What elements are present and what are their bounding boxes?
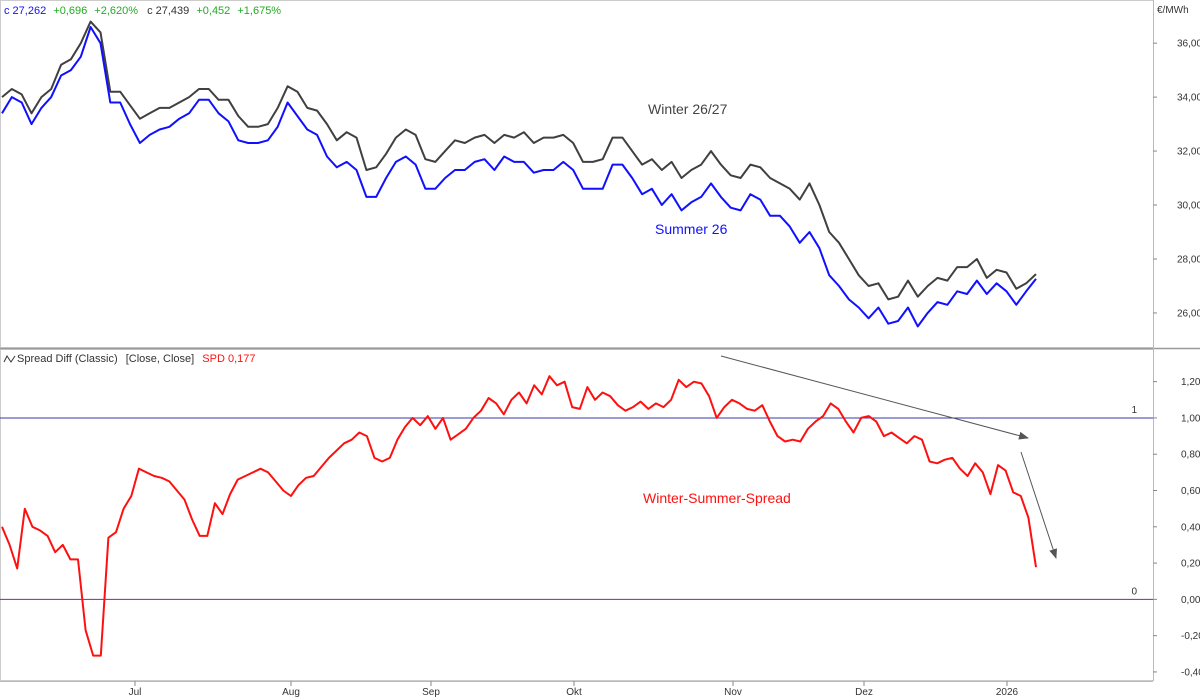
price-y-tick-label: 30,000 <box>1177 201 1200 212</box>
spread-y-tick-label: 0,600 <box>1181 486 1200 497</box>
spread-y-tick-label: -0,400 <box>1181 667 1200 678</box>
indicator-header[interactable]: Spread Diff (Classic) [Close, Close] SPD… <box>3 353 255 365</box>
x-tick-label: Aug <box>282 687 300 698</box>
x-tick-label: 2026 <box>996 687 1019 698</box>
spread-y-tick-label: -0,200 <box>1181 631 1200 642</box>
price-panel-frame <box>0 0 1154 348</box>
x-tick-label: Nov <box>724 687 742 698</box>
trend-arrow-lower <box>1020 451 1057 559</box>
x-tick-label: Okt <box>566 687 582 698</box>
spread-y-tick-label: 1,200 <box>1181 377 1200 388</box>
price-y-tick-label: 36,000 <box>1177 39 1200 50</box>
winter-annotation: Winter 26/27 <box>648 101 728 117</box>
spread-y-tick-label: 0,400 <box>1181 522 1200 533</box>
spread-y-tick-label: 1,000 <box>1181 413 1200 424</box>
series-summer-line <box>1 26 1037 328</box>
price-y-tick-label: 34,000 <box>1177 93 1200 104</box>
summer-close: c 27,262 <box>4 5 46 17</box>
series-layer <box>1 20 1037 657</box>
unit-label: €/MWh <box>1157 5 1189 16</box>
price-y-tick-label: 26,000 <box>1177 308 1200 319</box>
x-tick-label: Dez <box>855 687 873 698</box>
x-tick-label: Sep <box>422 687 440 698</box>
reference-line-label: 1 <box>1131 405 1137 416</box>
summer-change: +0,696 <box>53 5 87 17</box>
series-winter-line <box>1 20 1037 301</box>
price-y-tick-label: 32,000 <box>1177 147 1200 158</box>
summer-annotation: Summer 26 <box>655 221 728 237</box>
winter-close: c 27,439 <box>147 5 189 17</box>
indicator-value: SPD 0,177 <box>202 353 255 365</box>
winter-pct: +1,675% <box>237 5 281 17</box>
trend-arrow-upper <box>720 355 1029 440</box>
svg-text:Spread Diff (Classic) [C: Spread Diff (Classic) [Close, Close] SPD… <box>17 353 255 365</box>
spread-panel-frame <box>0 349 1154 681</box>
indicator-params: [Close, Close] <box>126 353 194 365</box>
summer-pct: +2,620% <box>94 5 138 17</box>
grid-layer: 10 <box>0 405 1153 600</box>
price-y-tick-label: 28,000 <box>1177 254 1200 265</box>
spread-y-tick-label: 0,800 <box>1181 450 1200 461</box>
price-header: c 27,262 +0,696 +2,620% c 27,439 +0,452 … <box>4 5 281 17</box>
spread-y-tick-label: 0,200 <box>1181 559 1200 570</box>
spread-annotation: Winter-Summer-Spread <box>643 490 791 506</box>
spread-y-tick-label: 0,000 <box>1181 595 1200 606</box>
x-tick-label: Jul <box>129 687 142 698</box>
reference-line-label: 0 <box>1131 586 1137 597</box>
tick-layer: 26,000 28,000 30,000 32,000 34,000 36,000 -0,4… <box>129 39 1200 698</box>
series-spread-line <box>1 375 1037 657</box>
winter-change: +0,452 <box>196 5 230 17</box>
spread-wave-icon <box>3 355 16 363</box>
indicator-label: Spread Diff (Classic) <box>17 353 118 365</box>
